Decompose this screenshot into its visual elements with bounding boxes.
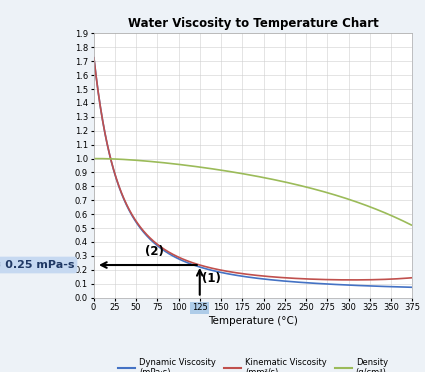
- Text: ≈ 0.25 mPa-s: ≈ 0.25 mPa-s: [0, 260, 74, 270]
- Text: (1): (1): [202, 272, 221, 285]
- X-axis label: Temperature (°C): Temperature (°C): [208, 316, 298, 326]
- Legend: Dynamic Viscosity
(mPa·s), Kinematic Viscosity
(mm²/s), Density
(g/cm³): Dynamic Viscosity (mPa·s), Kinematic Vis…: [115, 355, 391, 372]
- Text: (2): (2): [144, 245, 163, 258]
- Title: Water Viscosity to Temperature Chart: Water Viscosity to Temperature Chart: [128, 16, 378, 29]
